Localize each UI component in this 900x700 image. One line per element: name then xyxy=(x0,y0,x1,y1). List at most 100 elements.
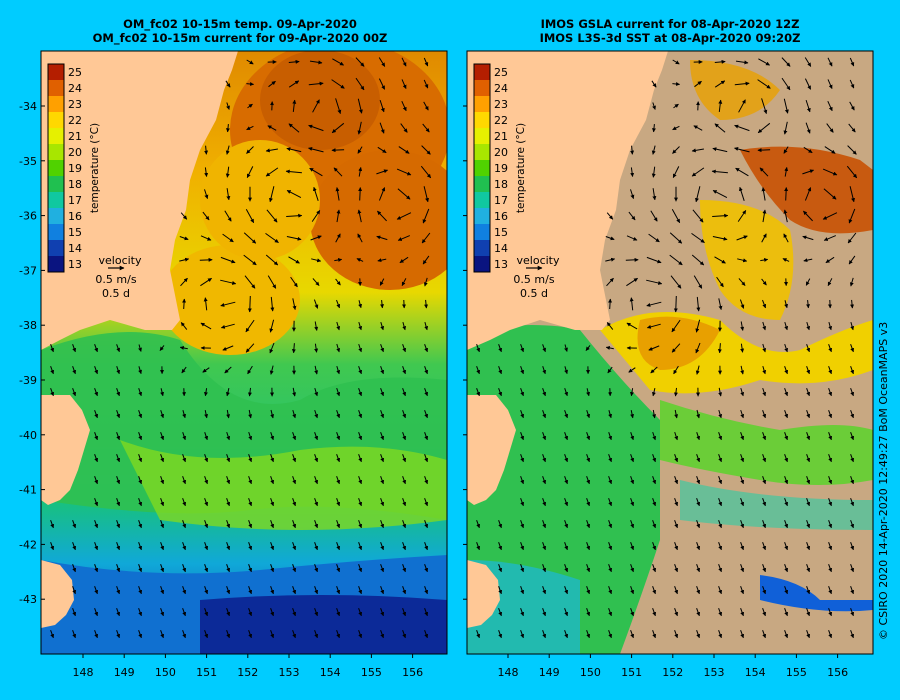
current-vector-arrow xyxy=(292,99,297,112)
current-vector-arrow xyxy=(138,630,143,639)
current-vector-arrow xyxy=(784,542,789,551)
current-vector-arrow xyxy=(265,232,279,244)
current-vector-arrow xyxy=(674,564,679,573)
current-vector-arrow xyxy=(608,476,613,485)
current-vector-arrow xyxy=(740,564,745,573)
current-vector-arrow xyxy=(182,520,187,529)
current-vector-arrow xyxy=(652,520,657,529)
current-vector-arrow xyxy=(226,431,231,441)
current-vector-arrow xyxy=(605,257,616,262)
current-vector-arrow xyxy=(542,630,547,639)
current-vector-arrow xyxy=(204,476,209,485)
colorbar-swatch xyxy=(48,192,64,208)
current-vector-arrow xyxy=(734,124,750,132)
current-vector-arrow xyxy=(740,630,745,639)
current-vector-arrow xyxy=(740,432,745,441)
colorbar-tick-label: 25 xyxy=(494,66,508,79)
current-vector-arrow xyxy=(313,186,319,201)
current-vector-arrow xyxy=(520,520,525,529)
current-vector-arrow xyxy=(423,101,429,111)
current-vector-arrow xyxy=(270,409,275,419)
colorbar-tick-label: 23 xyxy=(494,98,508,111)
current-vector-arrow xyxy=(608,586,613,595)
current-vector-arrow xyxy=(376,235,388,241)
current-vector-arrow xyxy=(520,410,525,419)
current-vector-arrow xyxy=(182,454,187,463)
right-velocity-legend: velocity 0.5 m/s 0.5 d xyxy=(513,254,560,300)
current-vector-arrow xyxy=(740,454,745,463)
current-vector-arrow xyxy=(402,564,407,573)
current-vector-arrow xyxy=(248,454,253,463)
current-vector-arrow xyxy=(116,630,121,639)
current-vector-arrow xyxy=(308,147,324,153)
current-vector-arrow xyxy=(757,79,771,89)
current-vector-arrow xyxy=(608,520,613,529)
current-vector-arrow xyxy=(850,454,855,463)
current-vector-arrow xyxy=(310,235,322,241)
current-vector-arrow xyxy=(762,299,767,309)
current-vector-arrow xyxy=(225,166,230,178)
current-vector-arrow xyxy=(380,476,385,485)
current-vector-arrow xyxy=(204,520,209,529)
current-vector-arrow xyxy=(669,254,683,266)
current-vector-arrow xyxy=(651,124,656,133)
latitude-tick-label: -34 xyxy=(19,100,37,113)
current-vector-arrow xyxy=(608,542,613,551)
current-vector-arrow xyxy=(116,410,121,419)
colorbar-swatch xyxy=(474,128,490,144)
current-vector-arrow xyxy=(762,432,767,441)
current-vector-arrow xyxy=(783,121,788,135)
current-vector-arrow xyxy=(761,233,767,243)
current-vector-arrow xyxy=(314,498,319,507)
current-vector-arrow xyxy=(292,586,297,595)
current-vector-arrow xyxy=(762,387,767,397)
current-vector-arrow xyxy=(629,388,634,397)
current-vector-arrow xyxy=(652,564,657,573)
current-vector-arrow xyxy=(625,257,639,262)
current-vector-arrow xyxy=(850,344,855,353)
current-vector-arrow xyxy=(314,608,319,617)
current-vector-arrow xyxy=(331,79,345,89)
left-colorbar: 25 24 23 22 21 20 19 18 17 16 15 14 13 temperature (°… xyxy=(47,63,101,273)
current-vector-arrow xyxy=(630,520,635,529)
current-vector-arrow xyxy=(335,278,341,286)
current-vector-arrow xyxy=(358,476,363,485)
current-vector-arrow xyxy=(94,542,99,551)
current-vector-arrow xyxy=(336,343,341,353)
current-vector-arrow xyxy=(586,432,591,441)
current-vector-arrow xyxy=(630,476,635,485)
current-vector-arrow xyxy=(714,59,726,64)
current-vector-arrow xyxy=(674,476,679,485)
current-vector-arrow xyxy=(396,168,412,176)
current-vector-arrow xyxy=(222,345,234,351)
current-vector-arrow xyxy=(379,278,385,286)
longitude-tick-label: 149 xyxy=(539,666,560,679)
current-vector-arrow xyxy=(850,476,855,485)
current-vector-arrow xyxy=(246,125,254,131)
current-vector-arrow xyxy=(718,630,723,639)
current-vector-arrow xyxy=(498,564,503,573)
current-vector-arrow xyxy=(94,498,99,507)
current-vector-arrow xyxy=(712,147,728,153)
current-vector-arrow xyxy=(802,235,814,241)
current-vector-arrow xyxy=(827,100,833,112)
current-vector-arrow xyxy=(782,258,790,262)
current-vector-arrow xyxy=(180,322,188,330)
current-vector-arrow xyxy=(358,454,363,463)
current-vector-arrow xyxy=(848,123,856,133)
current-vector-arrow xyxy=(267,275,277,289)
current-vector-arrow xyxy=(226,498,231,507)
current-vector-arrow xyxy=(850,520,855,529)
current-vector-arrow xyxy=(850,432,855,441)
current-vector-arrow xyxy=(695,319,701,333)
current-vector-arrow xyxy=(520,388,525,397)
current-vector-arrow xyxy=(248,476,253,485)
current-vector-arrow xyxy=(270,586,275,595)
current-vector-arrow xyxy=(358,321,363,331)
current-vector-arrow xyxy=(740,542,745,551)
current-vector-arrow xyxy=(314,365,319,375)
current-vector-arrow xyxy=(846,165,858,179)
longitude-tick-label: 154 xyxy=(745,666,766,679)
right-velocity-speed: 0.5 m/s xyxy=(513,273,554,286)
current-vector-arrow xyxy=(696,608,701,617)
